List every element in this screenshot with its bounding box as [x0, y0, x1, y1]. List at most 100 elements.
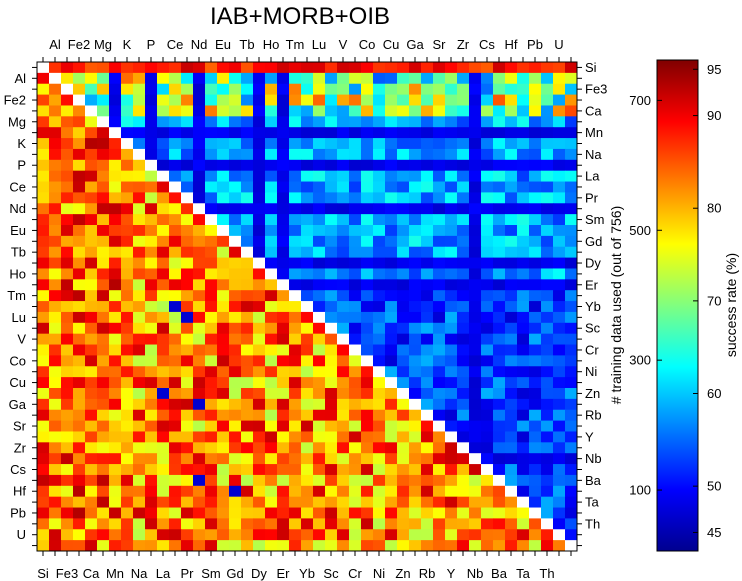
heatmap-cell: [565, 72, 578, 85]
heatmap-cell: [565, 268, 578, 280]
heatmap-cell: [217, 62, 230, 74]
heatmap-cell: [145, 420, 158, 432]
heatmap-cell: [97, 203, 110, 215]
heatmap-cell: [517, 398, 530, 411]
heatmap-cell: [457, 485, 470, 498]
heatmap-cell: [289, 214, 302, 226]
heatmap-cell: [445, 322, 458, 335]
heatmap-cell: [481, 474, 494, 487]
heatmap-cell: [505, 431, 518, 443]
heatmap-cell: [349, 485, 362, 498]
heatmap-cell: [313, 344, 326, 356]
heatmap-cell: [409, 409, 422, 421]
heatmap-cell: [337, 192, 350, 204]
bottom-axis-label: Th: [539, 566, 554, 581]
heatmap-cell: [301, 116, 314, 128]
heatmap-cell: [385, 507, 398, 519]
bottom-axis-labels: Si Fe3 Ca Mn Na La Pr Sm Gd Dy Er Yb Sc Cr Ni Zn Rb Y Nb Ba…: [37, 566, 554, 581]
heatmap-cell: [181, 105, 194, 117]
heatmap-cell: [109, 235, 122, 248]
heatmap-cell: [349, 322, 362, 335]
heatmap-cell: [121, 225, 134, 237]
heatmap-cell: [97, 279, 110, 291]
heatmap-cell: [49, 322, 62, 335]
heatmap-cell: [217, 507, 230, 519]
heatmap-cell: [517, 431, 530, 443]
heatmap-cell: [397, 474, 410, 487]
heatmap-cell: [217, 83, 230, 95]
heatmap-cell: [181, 529, 194, 541]
heatmap-cell: [313, 333, 326, 345]
heatmap-cell: [301, 518, 314, 530]
heatmap-cell: [205, 72, 218, 85]
heatmap-cell: [49, 170, 62, 182]
heatmap-cell: [433, 148, 446, 161]
heatmap-cell: [553, 485, 566, 498]
heatmap-cell: [37, 72, 50, 85]
heatmap-cell: [397, 355, 410, 367]
heatmap-cell: [277, 464, 290, 476]
heatmap-cell: [193, 442, 206, 454]
heatmap-cell: [397, 496, 410, 508]
heatmap-cell: [493, 127, 506, 139]
heatmap-cell: [493, 159, 506, 172]
heatmap-cell: [193, 322, 206, 335]
heatmap-cell: [325, 127, 338, 139]
heatmap-cell: [49, 72, 62, 85]
heatmap-cell: [529, 83, 542, 95]
heatmap-cell: [481, 62, 494, 74]
heatmap-cell: [469, 246, 482, 258]
heatmap-cell: [337, 116, 350, 128]
heatmap-cell: [457, 148, 470, 161]
heatmap-cell: [433, 420, 446, 432]
heatmap-cell: [385, 72, 398, 85]
heatmap-cell: [193, 388, 206, 400]
heatmap-cell: [265, 301, 278, 313]
heatmap-cell: [301, 464, 314, 476]
heatmap-cell: [505, 409, 518, 421]
heatmap-cell: [361, 279, 374, 291]
heatmap-cell: [97, 388, 110, 400]
heatmap-cell: [433, 431, 446, 443]
heatmap-cell: [349, 388, 362, 400]
heatmap-cell: [481, 453, 494, 465]
heatmap-cell: [229, 333, 242, 345]
heatmap-cell: [181, 474, 194, 487]
heatmap-cell: [253, 518, 266, 530]
left-axis-label: Fe2: [4, 93, 26, 108]
heatmap-cell: [241, 225, 254, 237]
heatmap-cell: [217, 311, 230, 324]
heatmap-cell: [505, 333, 518, 345]
heatmap-cell: [205, 62, 218, 74]
heatmap-cell: [421, 159, 434, 172]
heatmap-cell: [325, 333, 338, 345]
heatmap-cell: [73, 127, 86, 139]
heatmap-cell: [265, 279, 278, 291]
heatmap-cell: [145, 366, 158, 378]
heatmap-cell: [253, 474, 266, 487]
heatmap-cell: [421, 214, 434, 226]
heatmap-cell: [133, 148, 146, 161]
heatmap-cell: [421, 388, 434, 400]
heatmap-cell: [505, 464, 518, 476]
heatmap-cell: [241, 518, 254, 530]
heatmap-cell: [505, 159, 518, 172]
heatmap-cell: [121, 398, 134, 411]
heatmap-cell: [373, 257, 386, 269]
heatmap-cell: [301, 83, 314, 95]
heatmap-cell: [457, 62, 470, 74]
heatmap-cell: [133, 518, 146, 530]
heatmap-cell: [49, 203, 62, 215]
heatmap-cell: [157, 127, 170, 139]
heatmap-cell: [553, 518, 566, 530]
heatmap-cell: [253, 235, 266, 248]
left-axis-label: Ga: [9, 397, 27, 412]
heatmap-cell: [493, 518, 506, 530]
heatmap-cell: [565, 246, 578, 258]
heatmap-cell: [373, 94, 386, 106]
heatmap-cell: [193, 507, 206, 519]
heatmap-cell: [553, 322, 566, 335]
heatmap-cell: [433, 485, 446, 498]
heatmap-cell: [265, 246, 278, 258]
